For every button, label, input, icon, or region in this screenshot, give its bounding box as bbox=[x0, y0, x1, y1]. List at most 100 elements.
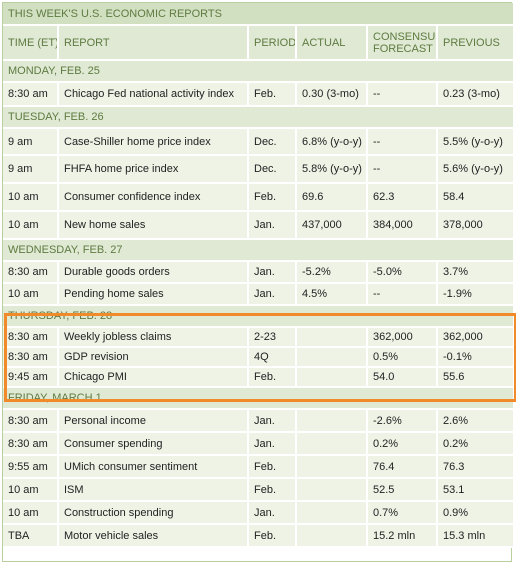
cell-time: 10 am bbox=[3, 183, 59, 212]
cell-previous: 5.5% (y-o-y) bbox=[437, 128, 514, 156]
table-row: 10 am New home sales Jan. 437,000 384,00… bbox=[3, 211, 514, 240]
cell-time: 10 am bbox=[3, 211, 59, 240]
cell-actual bbox=[296, 409, 368, 433]
table-row: 8:30 am Personal income Jan. -2.6% 2.6% bbox=[3, 409, 514, 433]
cell-consensus: -- bbox=[367, 82, 438, 107]
cell-previous: 0.23 (3-mo) bbox=[437, 82, 514, 107]
cell-actual bbox=[296, 432, 368, 456]
cell-consensus: 76.4 bbox=[367, 455, 438, 479]
day-header-row: THURSDAY, FEB. 28 bbox=[3, 305, 514, 328]
header-period: PERIOD bbox=[248, 25, 297, 61]
day-label: MONDAY, FEB. 25 bbox=[3, 60, 514, 83]
table-row: 10 am Construction spending Jan. 0.7% 0.… bbox=[3, 501, 514, 525]
cell-actual bbox=[296, 327, 368, 348]
cell-actual: 69.6 bbox=[296, 183, 368, 212]
cell-consensus: 0.2% bbox=[367, 432, 438, 456]
cell-consensus: -2.6% bbox=[367, 409, 438, 433]
cell-actual: 437,000 bbox=[296, 211, 368, 240]
cell-time: 8:30 am bbox=[3, 261, 59, 284]
header-consensus-line2: FORECAST bbox=[373, 42, 433, 55]
cell-consensus: 62.3 bbox=[367, 183, 438, 212]
table-row: 8:30 am Weekly jobless claims 2-23 362,0… bbox=[3, 327, 514, 348]
cell-previous: 58.4 bbox=[437, 183, 514, 212]
cell-report: Case-Shiller home price index bbox=[58, 128, 249, 156]
cell-actual bbox=[296, 478, 368, 502]
table-row: 8:30 am GDP revision 4Q 0.5% -0.1% bbox=[3, 347, 514, 368]
column-header-row: TIME (ET) REPORT PERIOD ACTUAL CONSENSUS… bbox=[3, 25, 514, 61]
day-label: FRIDAY, MARCH 1 bbox=[3, 387, 514, 410]
cell-consensus: 54.0 bbox=[367, 367, 438, 388]
table-row: TBA Motor vehicle sales Feb. 15.2 mln 15… bbox=[3, 524, 514, 548]
table-row: 9:45 am Chicago PMI Feb. 54.0 55.6 bbox=[3, 367, 514, 388]
cell-time: 9 am bbox=[3, 128, 59, 156]
table-row: 8:30 am Durable goods orders Jan. -5.2% … bbox=[3, 261, 514, 284]
table-row: 10 am Pending home sales Jan. 4.5% -- -1… bbox=[3, 283, 514, 306]
cell-previous: 362,000 bbox=[437, 327, 514, 348]
cell-previous: 0.2% bbox=[437, 432, 514, 456]
header-actual: ACTUAL bbox=[296, 25, 368, 61]
cell-time: 8:30 am bbox=[3, 347, 59, 368]
cell-report: Personal income bbox=[58, 409, 249, 433]
reports-grid: THIS WEEK'S U.S. ECONOMIC REPORTS TIME (… bbox=[3, 3, 514, 548]
cell-report: Pending home sales bbox=[58, 283, 249, 306]
cell-time: 8:30 am bbox=[3, 432, 59, 456]
cell-consensus: -- bbox=[367, 128, 438, 156]
table-title: THIS WEEK'S U.S. ECONOMIC REPORTS bbox=[3, 3, 514, 26]
cell-actual bbox=[296, 455, 368, 479]
cell-period: Jan. bbox=[248, 283, 297, 306]
cell-period: Dec. bbox=[248, 155, 297, 184]
cell-time: 8:30 am bbox=[3, 327, 59, 348]
cell-report: ISM bbox=[58, 478, 249, 502]
cell-consensus: 384,000 bbox=[367, 211, 438, 240]
cell-report: Chicago Fed national activity index bbox=[58, 82, 249, 107]
cell-time: 9:55 am bbox=[3, 455, 59, 479]
cell-actual: 5.8% (y-o-y) bbox=[296, 155, 368, 184]
cell-previous: -0.1% bbox=[437, 347, 514, 368]
cell-actual: 0.30 (3-mo) bbox=[296, 82, 368, 107]
table-row: 8:30 am Chicago Fed national activity in… bbox=[3, 82, 514, 107]
day-header-row: WEDNESDAY, FEB. 27 bbox=[3, 239, 514, 262]
cell-time: 9:45 am bbox=[3, 367, 59, 388]
cell-report: Consumer spending bbox=[58, 432, 249, 456]
cell-period: Feb. bbox=[248, 455, 297, 479]
day-header-row: TUESDAY, FEB. 26 bbox=[3, 106, 514, 129]
cell-previous: 15.3 mln bbox=[437, 524, 514, 548]
cell-report: New home sales bbox=[58, 211, 249, 240]
cell-previous: 0.9% bbox=[437, 501, 514, 525]
cell-time: 9 am bbox=[3, 155, 59, 184]
cell-report: Durable goods orders bbox=[58, 261, 249, 284]
header-consensus: CONSENSUS FORECAST bbox=[367, 25, 438, 61]
day-header-row: FRIDAY, MARCH 1 bbox=[3, 387, 514, 410]
table-row: 10 am ISM Feb. 52.5 53.1 bbox=[3, 478, 514, 502]
header-report: REPORT bbox=[58, 25, 249, 61]
day-label: TUESDAY, FEB. 26 bbox=[3, 106, 514, 129]
cell-period: Feb. bbox=[248, 367, 297, 388]
table-row: 10 am Consumer confidence index Feb. 69.… bbox=[3, 183, 514, 212]
cell-previous: 378,000 bbox=[437, 211, 514, 240]
cell-previous: 5.6% (y-o-y) bbox=[437, 155, 514, 184]
cell-time: 8:30 am bbox=[3, 409, 59, 433]
cell-period: Jan. bbox=[248, 501, 297, 525]
cell-previous: 2.6% bbox=[437, 409, 514, 433]
cell-report: UMich consumer sentiment bbox=[58, 455, 249, 479]
cell-period: Feb. bbox=[248, 82, 297, 107]
day-label: THURSDAY, FEB. 28 bbox=[3, 305, 514, 328]
cell-period: 2-23 bbox=[248, 327, 297, 348]
cell-period: 4Q bbox=[248, 347, 297, 368]
header-time: TIME (ET) bbox=[3, 25, 59, 61]
cell-report: Motor vehicle sales bbox=[58, 524, 249, 548]
cell-actual: 6.8% (y-o-y) bbox=[296, 128, 368, 156]
cell-period: Feb. bbox=[248, 524, 297, 548]
cell-actual: -5.2% bbox=[296, 261, 368, 284]
cell-consensus: -5.0% bbox=[367, 261, 438, 284]
cell-report: Consumer confidence index bbox=[58, 183, 249, 212]
cell-consensus: 0.7% bbox=[367, 501, 438, 525]
cell-report: Chicago PMI bbox=[58, 367, 249, 388]
cell-period: Feb. bbox=[248, 183, 297, 212]
cell-actual bbox=[296, 501, 368, 525]
cell-previous: 55.6 bbox=[437, 367, 514, 388]
cell-period: Jan. bbox=[248, 261, 297, 284]
cell-consensus: -- bbox=[367, 283, 438, 306]
cell-report: Weekly jobless claims bbox=[58, 327, 249, 348]
